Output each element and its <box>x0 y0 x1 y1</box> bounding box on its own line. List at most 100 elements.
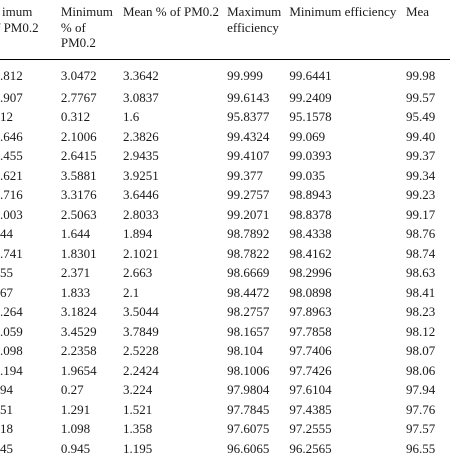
table-cell: 3.224 <box>122 382 153 397</box>
table-cell: 95.1578 <box>289 109 332 124</box>
table-cell: .812 <box>0 68 23 83</box>
table-cell: 98.4338 <box>289 226 332 241</box>
table-cell: 99.17 <box>405 206 436 222</box>
table-cell: 1.195 <box>122 440 153 456</box>
table-cell: 3.4529 <box>60 323 97 339</box>
table-cell: 99.6441 <box>289 68 332 83</box>
table-cell: .059 <box>0 323 23 339</box>
table-cell: 97.8963 <box>289 304 332 319</box>
table-cell: 2.8033 <box>122 206 159 222</box>
table-cell: 1.358 <box>122 421 153 436</box>
table-row: 94 0.27 3.224 97.9804 97.6104 97.94 <box>0 380 450 400</box>
table-cell: 99.2071 <box>227 206 270 222</box>
table-cell: 2.3826 <box>122 128 159 144</box>
header-line: Mea <box>405 4 430 19</box>
table-cell: 1.8301 <box>60 245 97 261</box>
table-cell: 1.9654 <box>60 362 97 378</box>
table-cell: 0.27 <box>60 382 84 397</box>
table-cell: 99.2757 <box>227 187 270 202</box>
table-cell: 2.9435 <box>122 148 159 163</box>
table-cell: 96.55 <box>405 440 436 456</box>
table-cell: 3.0837 <box>122 89 159 105</box>
table-cell: 98.7822 <box>227 245 270 261</box>
table-cell: 45 <box>0 440 13 456</box>
table-row: .621 3.5881 3.9251 99.377 99.035 99.34 <box>0 166 450 186</box>
header-cell-1: Minimum % of PM0.2 <box>61 0 123 60</box>
table-cell: 98.23 <box>405 304 436 319</box>
table-header: imum f PM0.2 Minimum % of PM0.2 Mean % o… <box>0 0 450 60</box>
table-cell: 2.5228 <box>122 343 159 358</box>
header-cell-5: Mea <box>406 0 450 60</box>
table-cell: 95.8377 <box>227 109 270 124</box>
table-cell: 3.6446 <box>122 187 159 202</box>
header-cell-4: Minimum efficiency <box>289 0 406 60</box>
table-cell: 99.035 <box>289 167 326 183</box>
table-row: .194 1.9654 2.2424 98.1006 97.7426 98.06 <box>0 361 450 381</box>
table-cell: 3.5044 <box>122 304 159 319</box>
table-row: .741 1.8301 2.1021 98.7822 98.4162 98.74 <box>0 244 450 264</box>
table-row: .646 2.1006 2.3826 99.4324 99.069 99.40 <box>0 127 450 147</box>
table-cell: 98.0898 <box>289 284 332 300</box>
table-cell: 12 <box>0 109 13 124</box>
table-cell: 99.98 <box>405 68 436 83</box>
table-cell: .455 <box>0 148 23 163</box>
header-line: Minimum efficiency <box>289 4 397 19</box>
table-cell: 2.1006 <box>60 128 97 144</box>
table-row: .264 3.1824 3.5044 98.2757 97.8963 98.23 <box>0 302 450 322</box>
table-cell: 97.57 <box>405 421 436 436</box>
table-cell: .646 <box>0 128 23 144</box>
table-cell: 99.4107 <box>227 148 270 163</box>
table-cell: 97.7845 <box>227 401 270 417</box>
table-cell: 44 <box>0 226 13 241</box>
table-cell: .907 <box>0 89 23 105</box>
header-cell-0: imum f PM0.2 <box>0 0 61 60</box>
table-cell: 98.12 <box>405 323 436 339</box>
table-cell: 2.1021 <box>122 245 159 261</box>
table-cell: 98.74 <box>405 245 436 261</box>
table-cell: 98.6669 <box>227 265 270 280</box>
table-cell: .716 <box>0 187 23 202</box>
table-cell: 97.7858 <box>289 323 332 339</box>
table-cell: 98.76 <box>405 226 436 241</box>
table-cell: .194 <box>0 362 23 378</box>
table-cell: 98.4162 <box>289 245 332 261</box>
table-cell: 97.2555 <box>289 421 332 436</box>
table-cell: 94 <box>0 382 13 397</box>
table-cell: 98.07 <box>405 343 436 358</box>
table-row: .059 3.4529 3.7849 98.1657 97.7858 98.12 <box>0 322 450 342</box>
table-cell: 98.1006 <box>227 362 270 378</box>
table-row: 12 0.312 1.6 95.8377 95.1578 95.49 <box>0 107 450 127</box>
table-cell: .264 <box>0 304 23 319</box>
table-cell: 1.098 <box>60 421 91 436</box>
table-cell: 99.40 <box>405 128 436 144</box>
table-cell: 3.1824 <box>60 304 97 319</box>
table-cell: 2.2358 <box>60 343 97 358</box>
table-cell: 98.104 <box>227 343 263 358</box>
table-cell: 2.371 <box>60 265 91 280</box>
table-cell: 0.312 <box>60 109 91 124</box>
table-cell: 97.76 <box>405 401 436 417</box>
table-cell: .098 <box>0 343 23 358</box>
table-cell: 99.069 <box>289 128 326 144</box>
table-cell: 98.8378 <box>289 206 332 222</box>
table-cell: 99.6143 <box>227 89 270 105</box>
header-line: PM0.2 <box>60 35 96 51</box>
table-cell: 1.833 <box>60 284 91 300</box>
table-cell: 2.5063 <box>60 206 97 222</box>
table-row: .716 3.3176 3.6446 99.2757 98.8943 99.23 <box>0 185 450 205</box>
table-cell: 3.3642 <box>122 68 159 83</box>
table-cell: 99.377 <box>227 167 263 183</box>
header-cell-3: Maximum efficiency <box>227 0 289 60</box>
table-cell: 2.6415 <box>60 148 97 163</box>
table-cell: .621 <box>0 167 23 183</box>
table-cell: 2.663 <box>122 265 153 280</box>
table-cell: 1.6 <box>122 109 140 124</box>
table-cell: 1.521 <box>122 401 153 417</box>
table-cell: 0.945 <box>60 440 91 456</box>
table-cell: 55 <box>0 265 13 280</box>
table-cell: .741 <box>0 245 23 261</box>
table-cell: 2.7767 <box>60 89 97 105</box>
table-cell: 3.5881 <box>60 167 97 183</box>
table-cell: 98.4472 <box>227 284 270 300</box>
